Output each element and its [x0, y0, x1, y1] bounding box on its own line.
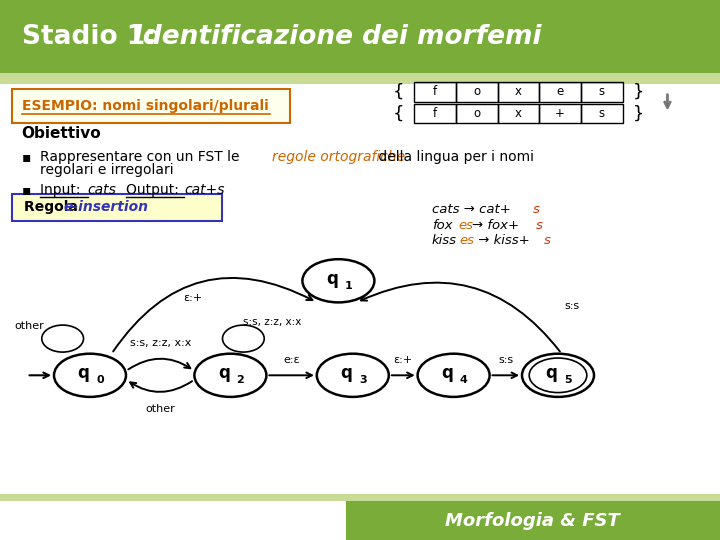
Text: → fox+: → fox+	[472, 219, 519, 232]
Text: → kiss+: → kiss+	[474, 234, 529, 247]
Text: Regola: Regola	[24, 200, 83, 214]
FancyBboxPatch shape	[346, 501, 720, 540]
Text: {: {	[392, 83, 404, 101]
Text: Stadio 1:: Stadio 1:	[22, 24, 165, 50]
Text: s:s: s:s	[498, 355, 513, 365]
FancyBboxPatch shape	[0, 73, 720, 84]
Ellipse shape	[529, 358, 587, 393]
Text: }: }	[633, 104, 644, 123]
Text: s:s, z:z, x:x: s:s, z:z, x:x	[243, 318, 302, 327]
Text: other: other	[14, 321, 44, 330]
Bar	[498, 104, 539, 123]
Text: es: es	[459, 234, 474, 247]
Ellipse shape	[418, 354, 490, 397]
Text: regole ortografiche: regole ortografiche	[272, 150, 405, 164]
Text: +: +	[555, 107, 565, 120]
Text: es: es	[458, 219, 473, 232]
Text: 4: 4	[460, 375, 467, 385]
Ellipse shape	[317, 354, 389, 397]
Text: q: q	[546, 364, 557, 382]
Text: 2: 2	[237, 375, 244, 385]
Text: e:ε: e:ε	[283, 355, 300, 365]
Text: 3: 3	[359, 375, 366, 385]
Ellipse shape	[42, 325, 84, 352]
Text: e-insertion: e-insertion	[63, 200, 148, 214]
Bar	[456, 104, 498, 123]
Text: }: }	[633, 83, 644, 101]
Text: s: s	[544, 234, 551, 247]
Text: o: o	[473, 85, 480, 98]
Text: Morfologia & FST: Morfologia & FST	[446, 511, 620, 530]
Ellipse shape	[222, 325, 264, 352]
Text: s: s	[599, 107, 605, 120]
Text: 0: 0	[96, 375, 104, 385]
Bar	[581, 82, 623, 102]
Bar	[581, 104, 623, 123]
Text: ε:+: ε:+	[183, 293, 202, 303]
Bar	[498, 82, 539, 102]
Text: Rappresentare con un FST le: Rappresentare con un FST le	[40, 150, 243, 164]
Text: cats → cat+: cats → cat+	[432, 203, 511, 216]
Text: Identificazione dei morfemi: Identificazione dei morfemi	[133, 24, 541, 50]
Text: Input:: Input:	[40, 183, 84, 197]
Text: q: q	[326, 269, 338, 288]
FancyBboxPatch shape	[12, 194, 222, 221]
FancyBboxPatch shape	[12, 89, 290, 123]
Text: kiss: kiss	[432, 234, 457, 247]
Text: q: q	[78, 364, 89, 382]
Text: q: q	[341, 364, 352, 382]
Text: Obiettivo: Obiettivo	[22, 126, 102, 141]
Ellipse shape	[302, 259, 374, 302]
Bar	[539, 82, 581, 102]
Text: {: {	[392, 104, 404, 123]
Text: s:s: s:s	[564, 301, 580, 312]
Bar	[456, 82, 498, 102]
FancyBboxPatch shape	[0, 494, 720, 501]
Text: o: o	[473, 107, 480, 120]
FancyBboxPatch shape	[0, 0, 720, 73]
Text: ▪: ▪	[22, 183, 31, 197]
Bar	[539, 104, 581, 123]
Text: ▪: ▪	[22, 150, 31, 164]
Text: s:s, z:z, x:x: s:s, z:z, x:x	[130, 338, 191, 348]
Text: 1: 1	[345, 281, 352, 291]
Text: e: e	[557, 85, 564, 98]
Text: 5: 5	[564, 375, 572, 385]
Text: regolari e irregolari: regolari e irregolari	[40, 163, 174, 177]
Text: ESEMPIO: nomi singolari/plurali: ESEMPIO: nomi singolari/plurali	[22, 99, 269, 113]
Text: fox: fox	[432, 219, 453, 232]
Ellipse shape	[522, 354, 594, 397]
Text: s: s	[599, 85, 605, 98]
Text: x: x	[515, 107, 522, 120]
Text: cat+s: cat+s	[184, 183, 225, 197]
Bar	[414, 82, 456, 102]
Bar	[414, 104, 456, 123]
Text: f: f	[433, 85, 437, 98]
Text: q: q	[441, 364, 453, 382]
Text: f: f	[433, 107, 437, 120]
Text: della lingua per i nomi: della lingua per i nomi	[374, 150, 534, 164]
Text: other: other	[145, 404, 175, 414]
Text: s: s	[533, 203, 540, 216]
Ellipse shape	[194, 354, 266, 397]
Text: Output:: Output:	[126, 183, 184, 197]
Text: s: s	[536, 219, 543, 232]
Text: x: x	[515, 85, 522, 98]
Ellipse shape	[54, 354, 126, 397]
Text: cats: cats	[88, 183, 117, 197]
Text: ε:+: ε:+	[394, 355, 413, 365]
Text: q: q	[218, 364, 230, 382]
